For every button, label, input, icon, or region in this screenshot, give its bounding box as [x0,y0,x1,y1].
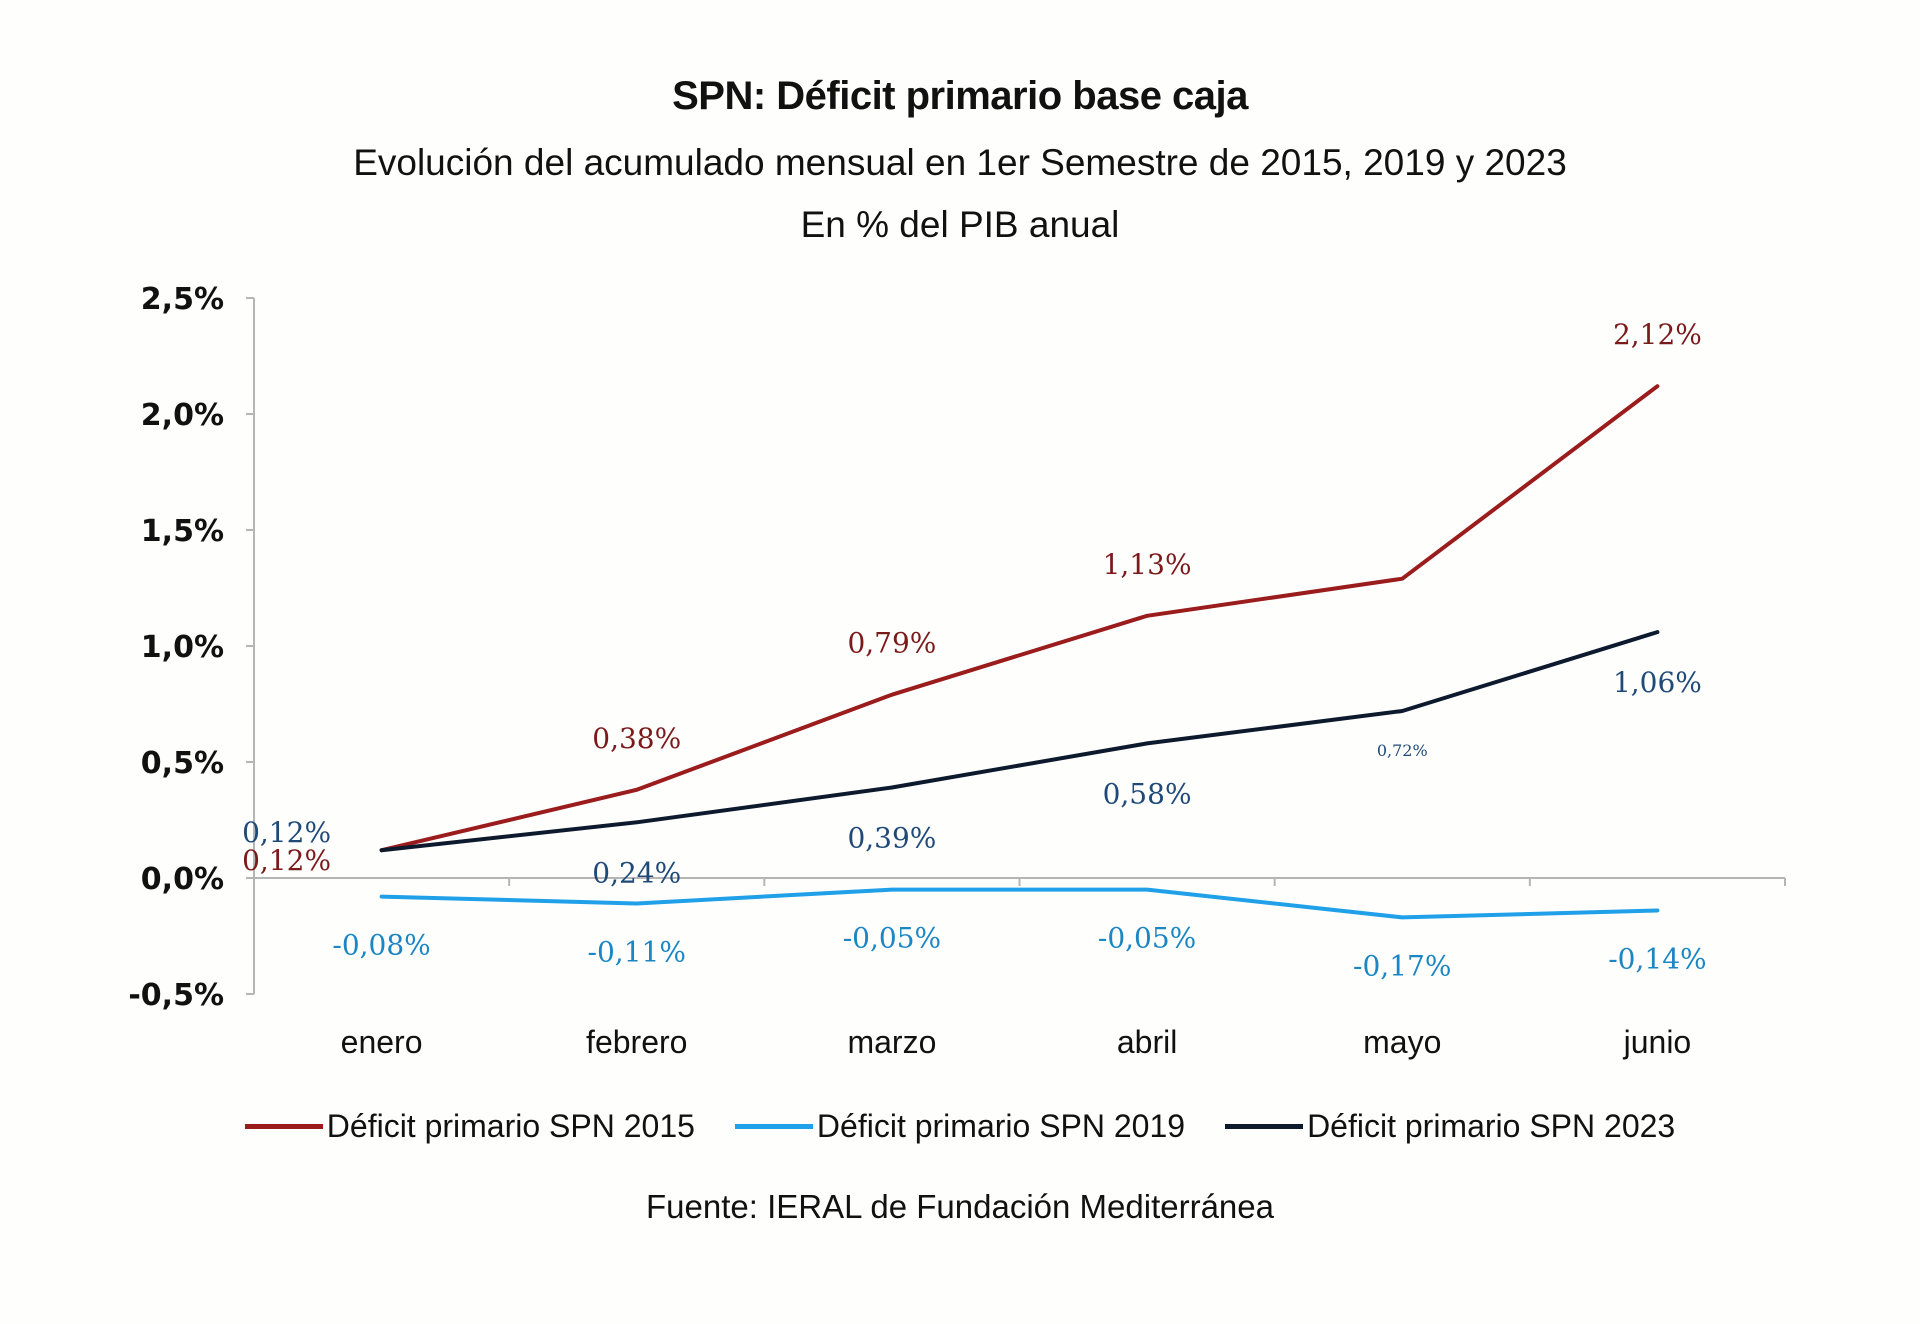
data-label: -0,05% [843,922,941,955]
data-label: -0,05% [1098,922,1196,955]
legend-item-2023: Déficit primario SPN 2023 [1225,1108,1675,1145]
data-label: 0,24% [592,856,681,889]
chart-subtitle: Evolución del acumulado mensual en 1er S… [353,142,1567,183]
x-tick-label: marzo [847,1024,936,1060]
data-label: 0,12% [242,844,331,877]
x-tick-label: mayo [1363,1024,1441,1060]
data-label: 2,12% [1613,318,1702,351]
data-label: 0,38% [592,722,681,755]
legend-label-2019: Déficit primario SPN 2019 [816,1108,1186,1144]
data-label: 1,06% [1613,666,1702,699]
legend-swatch-2015 [244,1124,323,1129]
chart-units: En % del PIB anual [800,204,1120,245]
legend-item-2019: Déficit primario SPN 2019 [734,1108,1186,1145]
legend: Déficit primario SPN 2015 Déficit primar… [0,1108,1920,1145]
data-labels: 0,12% 0,38% 0,79% 1,13% 2,12% -0,08% -0,11% -0,… [242,318,1707,982]
x-tick-label: enero [341,1024,423,1060]
series-line-2023 [379,630,1660,853]
data-label: -0,08% [332,929,430,962]
data-label: -0,17% [1353,949,1451,982]
data-label: -0,11% [588,936,686,969]
data-label: 1,13% [1103,548,1192,581]
data-label: 0,72% [1377,741,1428,760]
line-chart: -0,5% 0,0% 0,5% 1,0% 1,5% 2,0% 2,5% enero febrer… [128,282,1786,1060]
legend-swatch-2019 [734,1124,813,1129]
y-tick-label: 0,5% [141,746,224,781]
chart-title: SPN: Déficit primario base caja [672,74,1248,118]
legend-label-2015: Déficit primario SPN 2015 [326,1108,695,1144]
x-tick-label: febrero [586,1024,687,1060]
data-label: 0,12% [242,816,331,849]
x-tick-label: junio [1623,1024,1692,1060]
y-tick-label: -0,5% [128,978,224,1013]
y-tick-label: 1,5% [141,514,224,549]
series-lines [379,384,1660,920]
data-label: 0,58% [1103,777,1192,810]
y-tick-label: 2,5% [141,282,224,317]
data-label: -0,14% [1608,942,1706,975]
axes: -0,5% 0,0% 0,5% 1,0% 1,5% 2,0% 2,5% enero febrer… [128,282,1786,1060]
legend-swatch-2023 [1225,1124,1304,1129]
y-tick-label: 1,0% [141,630,224,665]
data-label: 0,39% [847,822,936,855]
legend-label-2023: Déficit primario SPN 2023 [1307,1108,1676,1144]
series-line-2019 [379,887,1660,920]
x-tick-label: abril [1117,1024,1177,1060]
y-tick-label: 2,0% [141,398,224,433]
legend-item-2015: Déficit primario SPN 2015 [244,1108,695,1145]
series-line-2015 [379,384,1660,853]
source-note: Fuente: IERAL de Fundación Mediterránea [646,1188,1274,1225]
y-tick-label: 0,0% [141,862,224,897]
data-label: 0,79% [847,627,936,660]
